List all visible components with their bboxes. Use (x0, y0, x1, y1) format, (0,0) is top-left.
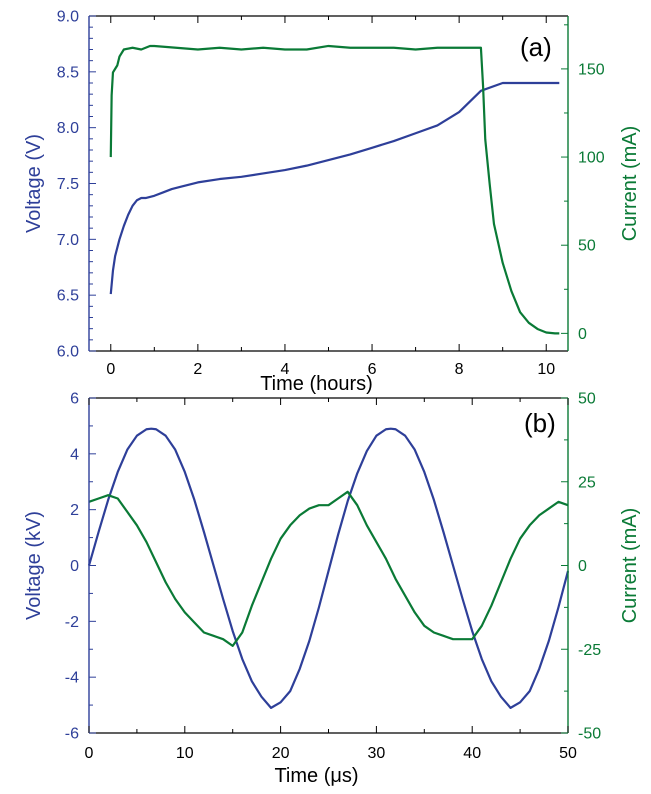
y2-tick-label: -50 (578, 726, 601, 743)
panel-b: 0 10 20 30 40 50 -6 -4 -2 0 2 4 6 -50 -25 0 25 50 Time (μs… (23, 391, 641, 788)
y-tick-label: -2 (65, 614, 79, 631)
y-tick-label: 9.0 (57, 9, 79, 26)
y-tick-label: 0 (70, 558, 79, 575)
y-tick-label: 8.0 (57, 120, 79, 137)
panel-a: 0 2 4 6 8 10 6.0 6.5 7.0 7.5 8.0 8.5 9.0 0 50 100 150 Tim… (23, 9, 641, 396)
y-axis-title: Voltage (kV) (23, 511, 45, 620)
y-tick-label: 8.5 (57, 64, 79, 81)
y-tick-label: 6 (70, 391, 79, 408)
x-tick-label: 40 (463, 745, 481, 762)
y2-tick-label: 0 (578, 558, 587, 575)
y2-tick-label: 25 (578, 474, 596, 491)
x-tick-label: 0 (106, 361, 115, 378)
x-tick-label: 50 (559, 745, 577, 762)
y-tick-label: -6 (65, 726, 79, 743)
panel-label: (b) (524, 408, 556, 438)
x-tick-label: 20 (272, 745, 290, 762)
y-tick-label: 2 (70, 502, 79, 519)
y-tick-label: 6.0 (57, 344, 79, 361)
y-tick-label: 7.0 (57, 232, 79, 249)
y-axis-title: Voltage (V) (23, 134, 45, 233)
y2-axis-title: Current (mA) (619, 508, 641, 624)
x-tick-label: 0 (85, 745, 94, 762)
y-tick-label: 7.5 (57, 176, 79, 193)
y2-tick-label: 150 (578, 61, 605, 78)
x-tick-label: 2 (193, 361, 202, 378)
y-tick-label: 4 (70, 446, 79, 463)
voltage-series-line (109, 81, 560, 295)
x-tick-label: 4 (281, 361, 290, 378)
y2-tick-label: 50 (578, 391, 596, 408)
x-axis-title: Time (μs) (274, 765, 358, 787)
voltage-series-line (87, 427, 570, 709)
current-series-line (88, 490, 569, 647)
y2-axis-title: Current (mA) (619, 126, 641, 242)
panel-label: (a) (520, 32, 552, 62)
y2-tick-label: 100 (578, 150, 605, 167)
x-tick-label: 6 (368, 361, 377, 378)
x-tick-label: 8 (455, 361, 464, 378)
x-tick-label: 10 (176, 745, 194, 762)
current-series-line (109, 44, 560, 335)
y-tick-label: -4 (65, 670, 79, 687)
x-axis-title: Time (hours) (260, 373, 373, 395)
y2-tick-label: 50 (578, 238, 596, 255)
x-tick-label: 10 (537, 361, 555, 378)
x-tick-label: 30 (368, 745, 386, 762)
y2-tick-label: 0 (578, 326, 587, 343)
y-tick-label: 6.5 (57, 288, 79, 305)
y2-tick-label: -25 (578, 642, 601, 659)
